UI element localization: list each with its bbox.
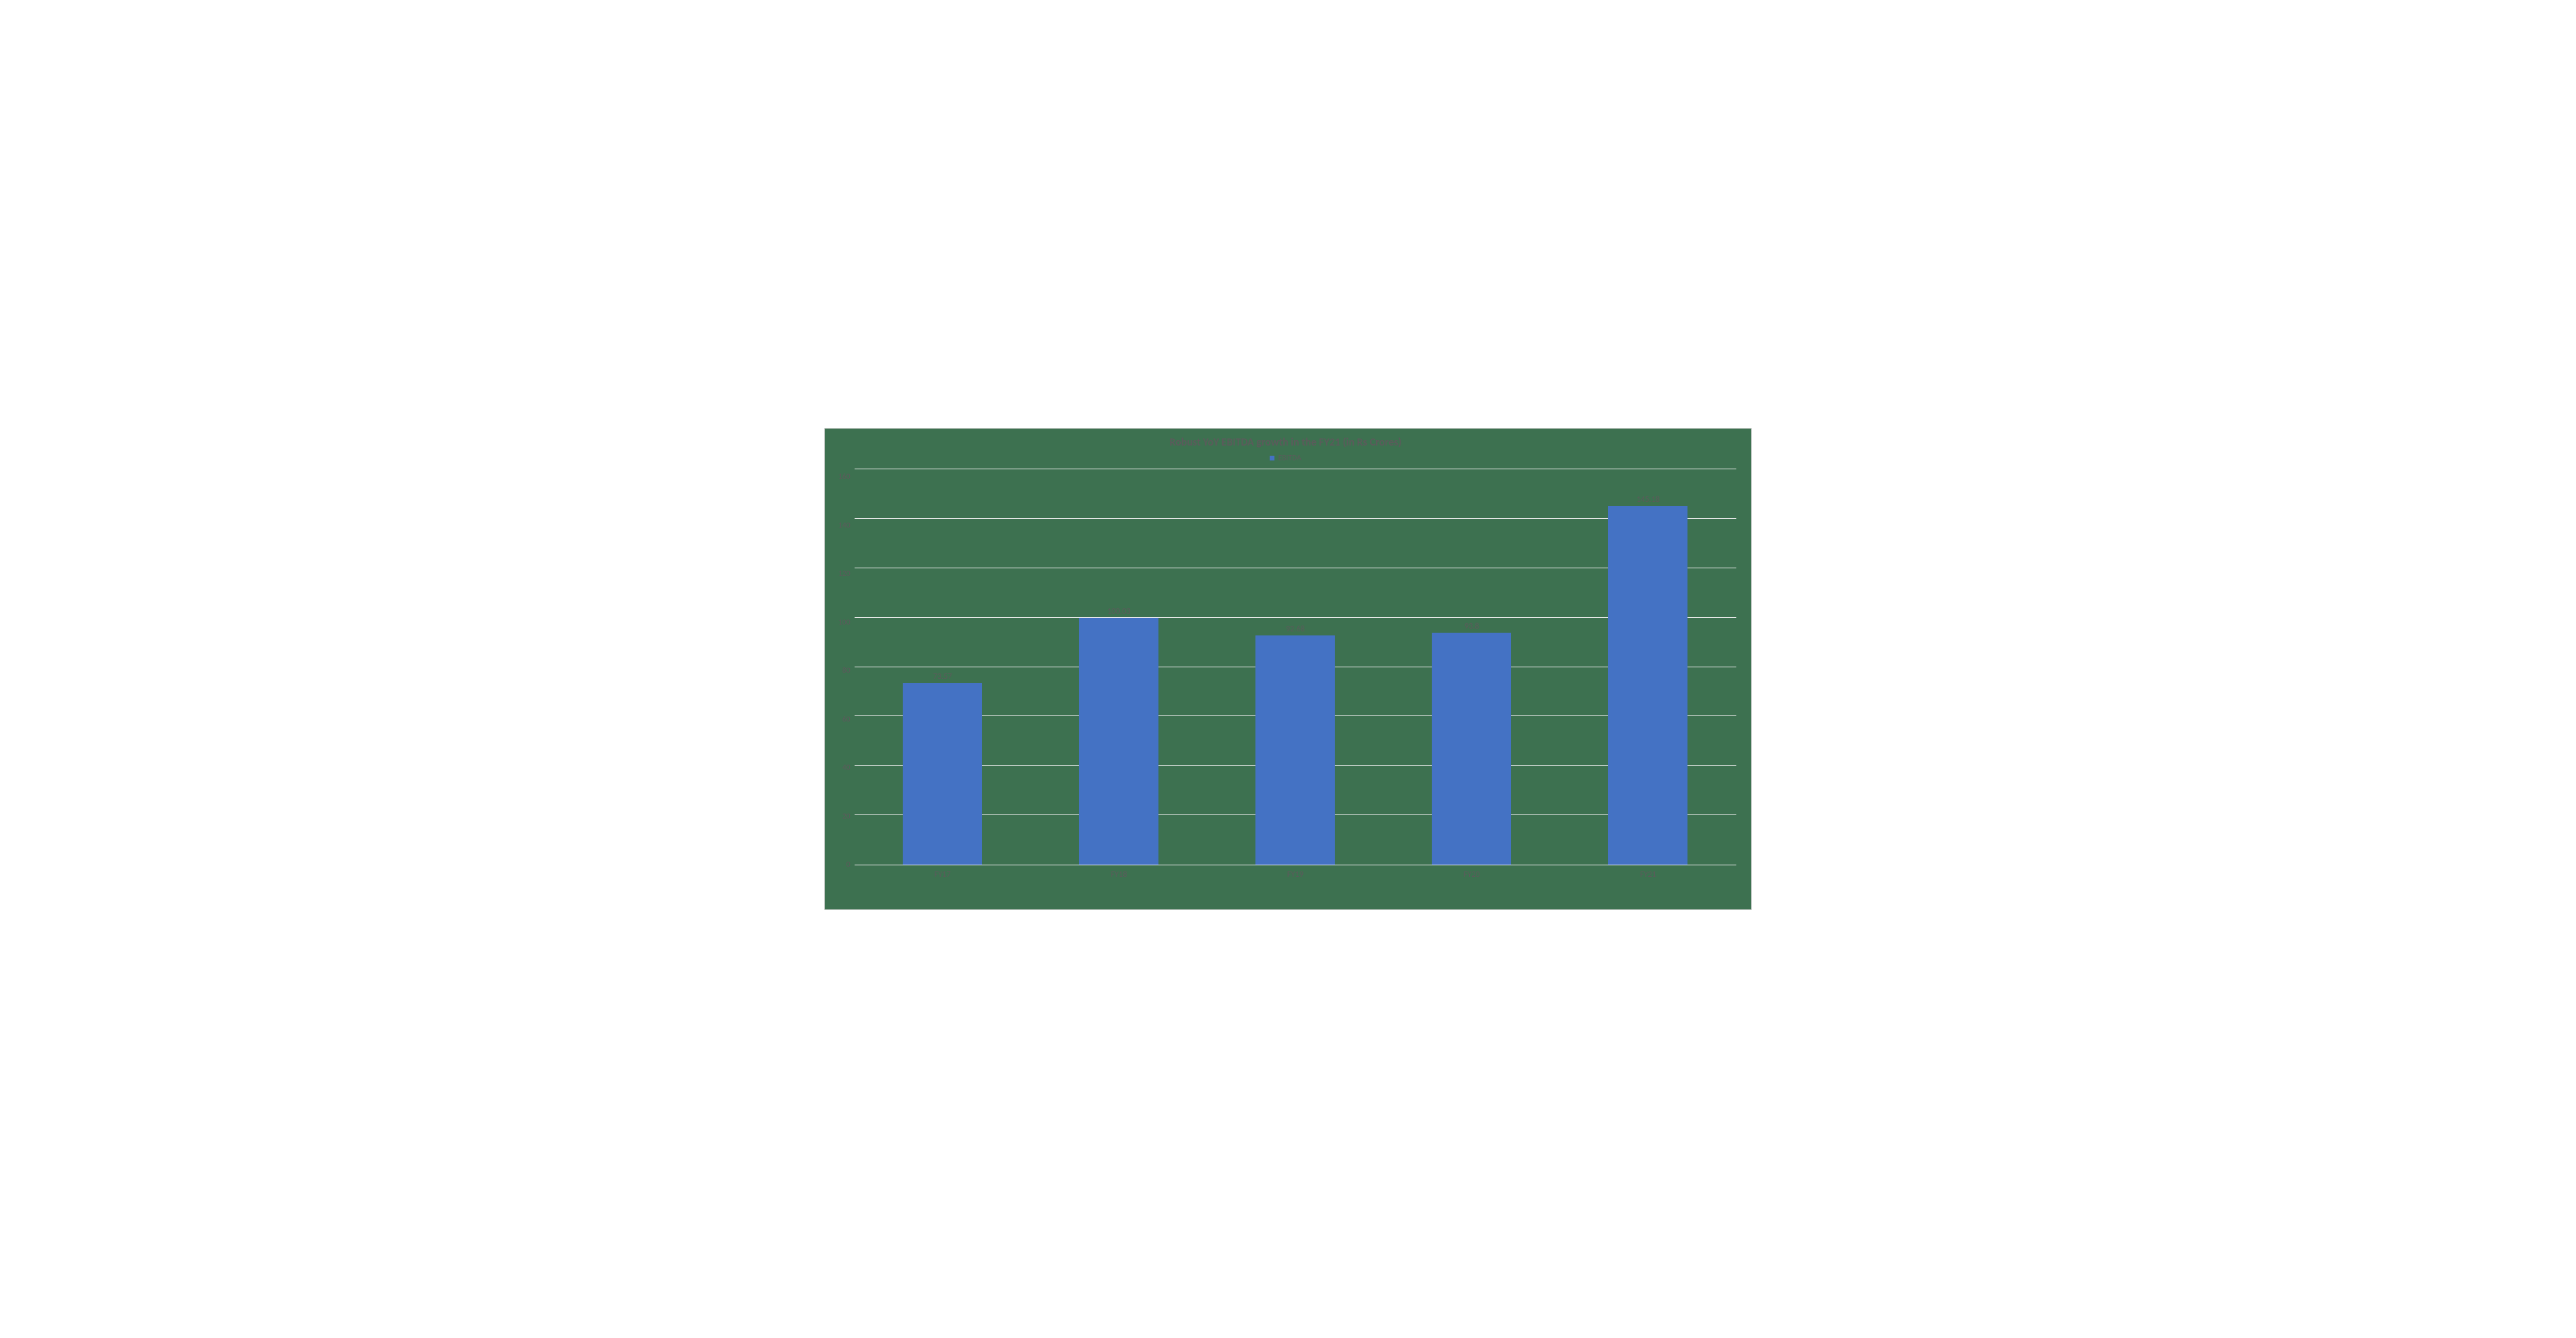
bar: [903, 683, 982, 865]
bar-slot: 73.57: [903, 469, 982, 864]
x-tick: FY21: [1560, 869, 1736, 889]
x-tick: FY18: [1031, 869, 1207, 889]
x-tick: FY20: [1384, 869, 1560, 889]
bar: [1079, 618, 1158, 865]
bar-slot: 145.18: [1608, 469, 1687, 864]
bar-data-label: 93.8: [1432, 621, 1511, 631]
bar-data-label: 100.03: [1079, 606, 1158, 616]
bar-slot: 92.68: [1255, 469, 1335, 864]
y-tick: 160: [838, 473, 851, 481]
x-axis: FY17FY18FY19FY20FY21: [855, 869, 1736, 889]
legend-label: EBITDA: [1279, 453, 1302, 463]
bar-slot: 93.8: [1432, 469, 1511, 864]
bar-data-label: 145.18: [1608, 494, 1687, 505]
x-tick: FY19: [1207, 869, 1384, 889]
bar: [1432, 633, 1511, 864]
y-tick: 80: [842, 667, 851, 675]
plot: 73.57 100.03 92.68 93.8 145.18: [855, 469, 1736, 865]
y-tick: 60: [842, 715, 851, 724]
chart-title: Robust YoY EBITDA growth in the FY21 (in…: [835, 436, 1736, 449]
bar-data-label: 73.57: [903, 671, 982, 682]
bar: [1255, 635, 1335, 864]
y-tick: 0: [846, 861, 851, 869]
bars: 73.57 100.03 92.68 93.8 145.18: [855, 469, 1736, 864]
y-tick: 120: [838, 570, 851, 578]
legend: EBITDA: [835, 453, 1736, 463]
ebitda-chart: Robust YoY EBITDA growth in the FY21 (in…: [824, 428, 1751, 909]
plot-area: 16014012010080604020073.57100.0392.6893.…: [835, 469, 1736, 865]
y-tick: 100: [838, 619, 851, 627]
y-tick: 20: [842, 812, 851, 821]
bar: [1608, 506, 1687, 864]
bar-slot: 100.03: [1079, 469, 1158, 864]
x-tick: FY17: [855, 869, 1031, 889]
y-tick: 40: [842, 764, 851, 772]
bar-data-label: 92.68: [1255, 624, 1335, 634]
y-tick: 140: [838, 522, 851, 530]
y-axis: 160140120100806040200: [835, 469, 855, 865]
legend-swatch: [1270, 456, 1274, 460]
